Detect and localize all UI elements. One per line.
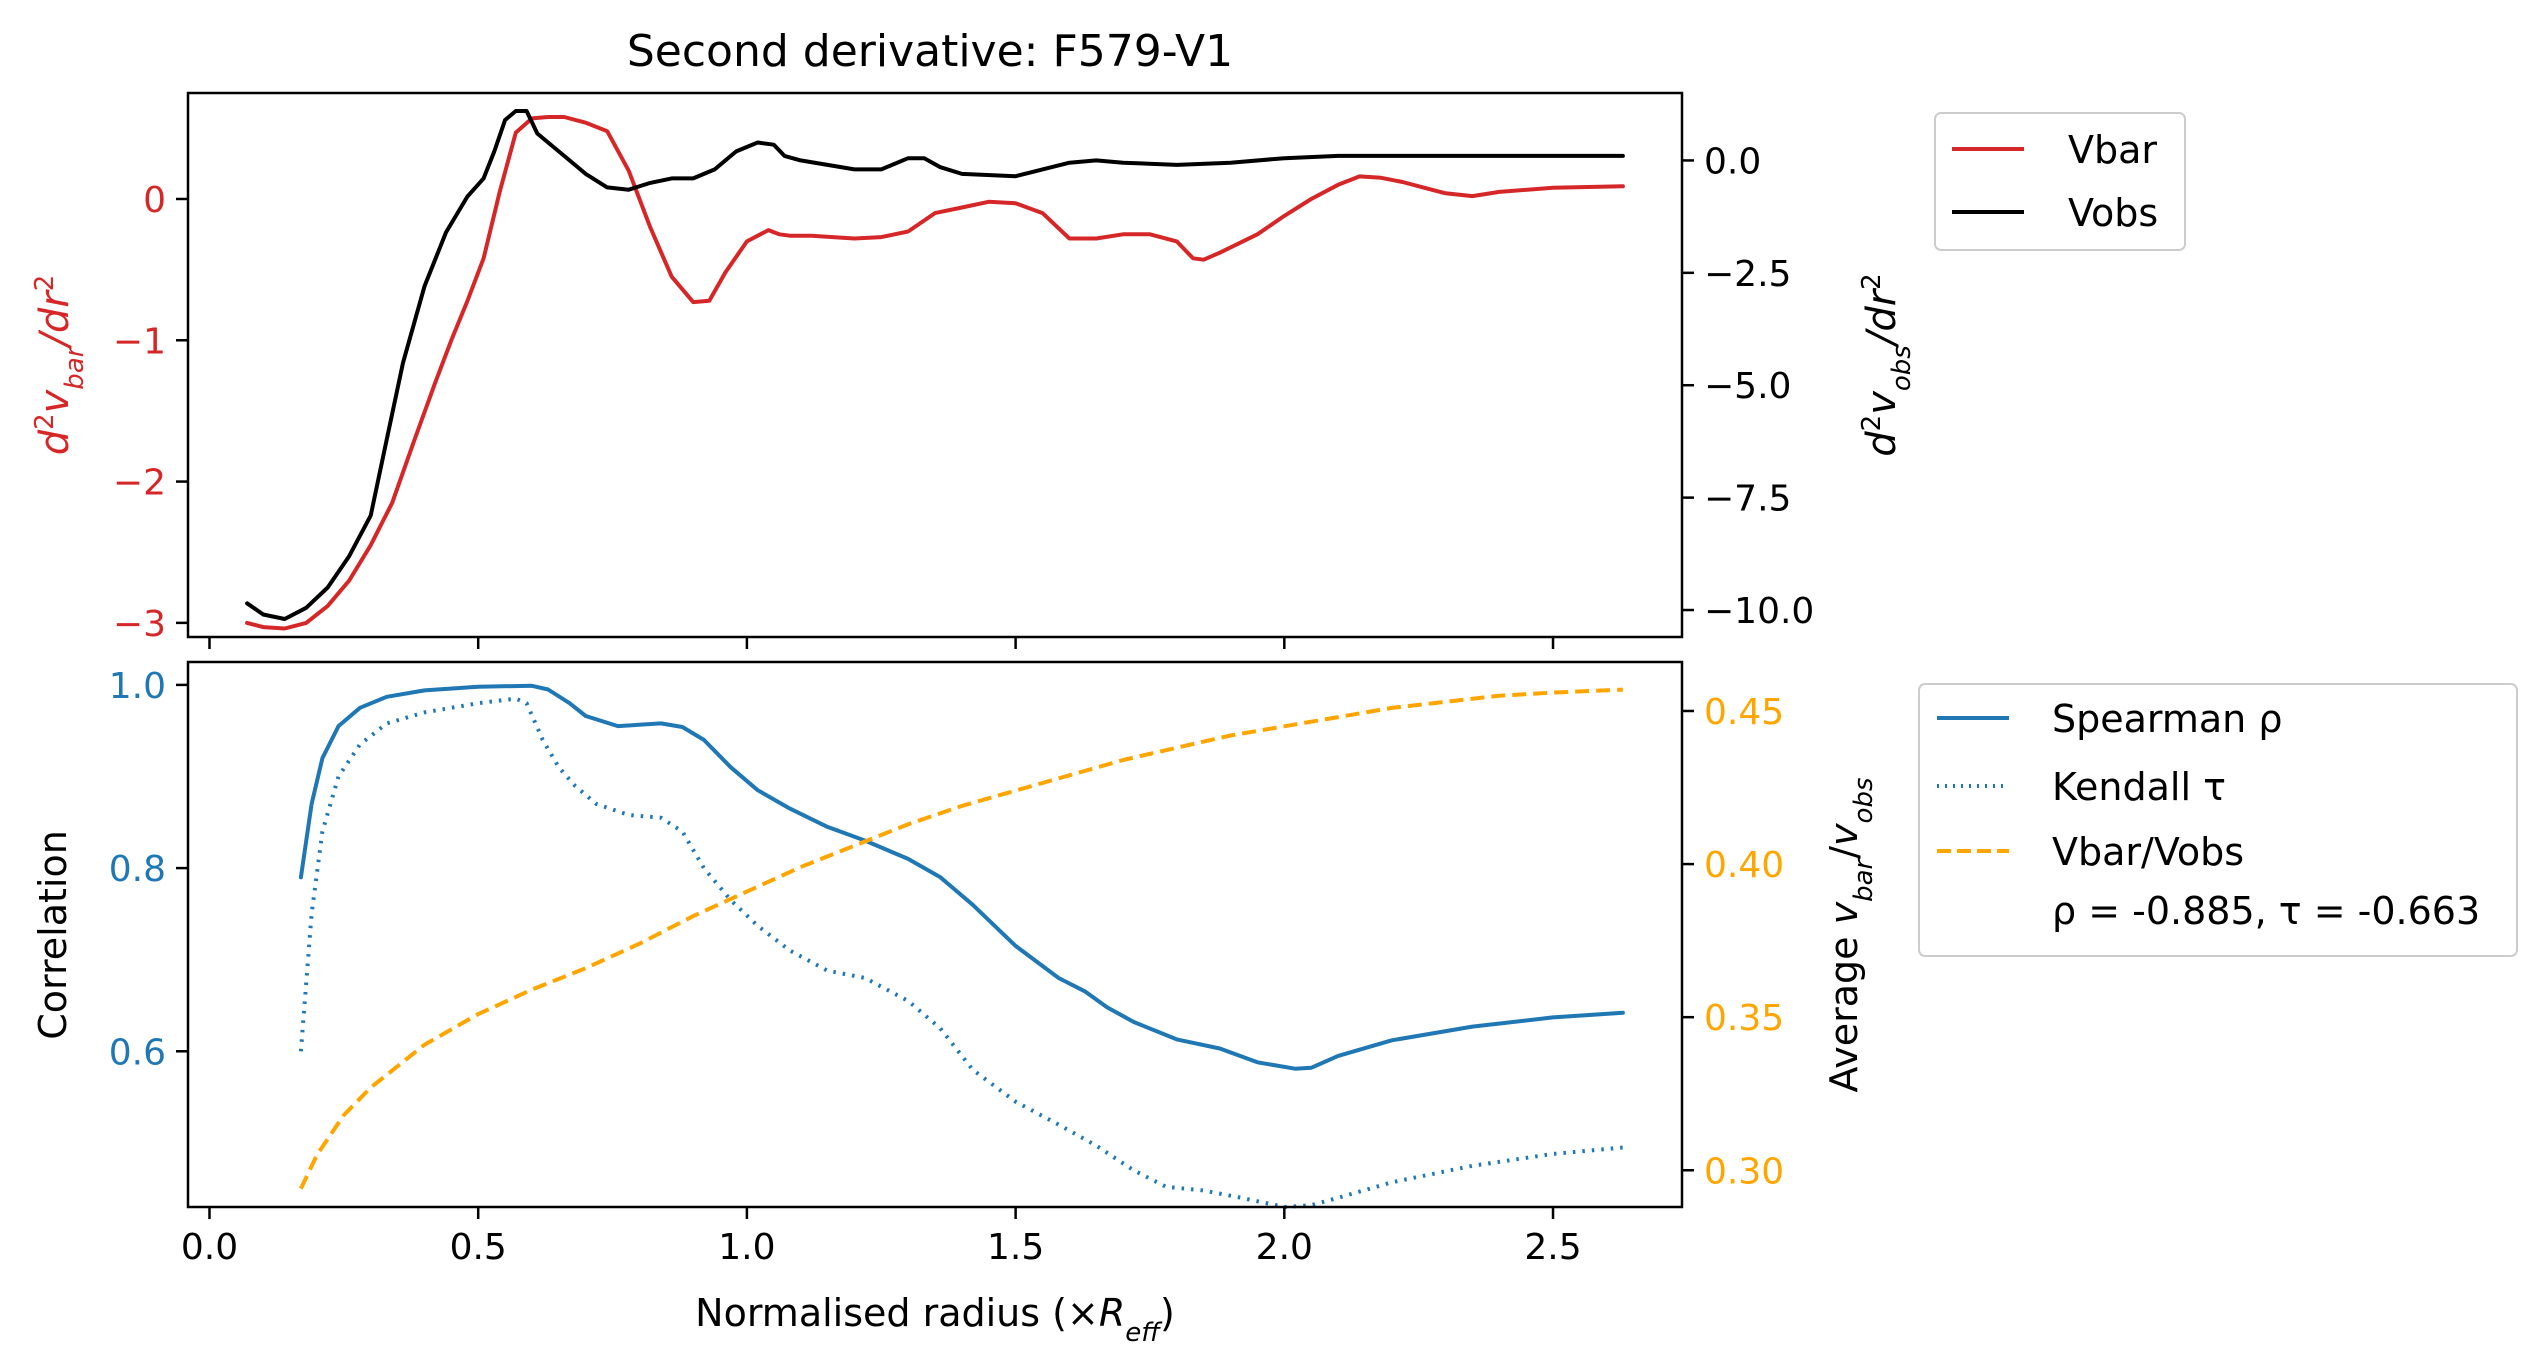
top-left-tick-label: −1 xyxy=(113,321,166,362)
bottom-series-spearman xyxy=(298,683,1625,1071)
x-tick-label: 0.0 xyxy=(181,1227,238,1268)
top-right-tick-label: −2.5 xyxy=(1704,254,1791,295)
top-left-tick-label: 0 xyxy=(143,180,166,221)
x-tick-label: 2.0 xyxy=(1256,1227,1313,1268)
bottom-axis-ticks: 1.0 0.8 0.6 0.45 0.40 0.35 0.30 0.0 0.5 1.0 1.5 2.0… xyxy=(109,666,1784,1268)
x-tick-label: 1.5 xyxy=(987,1227,1044,1268)
bottom-plot-lines xyxy=(298,683,1625,1209)
top-left-tick-label: −2 xyxy=(113,463,166,504)
legend-label-stats: ρ = -0.885, τ = -0.663 xyxy=(2052,889,2480,933)
bottom-right-tick-label: 0.45 xyxy=(1704,692,1784,733)
bottom-panel: 1.0 0.8 0.6 0.45 0.40 0.35 0.30 0.0 0.5 1.0 1.5 2.0… xyxy=(31,660,2518,1348)
top-right-tick-label: 0.0 xyxy=(1704,141,1761,182)
top-panel: Second derivative: F579-V1 0 −1 −2 −3 0.0 −2.… xyxy=(30,26,2186,649)
x-tick-label: 0.5 xyxy=(450,1227,507,1268)
bottom-left-tick-label: 1.0 xyxy=(109,666,166,707)
top-axis-ticks: 0 −1 −2 −3 0.0 −2.5 −5.0 −7.5 −10.0 xyxy=(113,141,1814,649)
bottom-legend: Spearman ρ Kendall τ Vbar/Vobs ρ = -0.88… xyxy=(1918,683,2518,957)
top-plot-frame xyxy=(186,91,1684,639)
bottom-left-tick-label: 0.6 xyxy=(109,1032,166,1073)
bottom-right-axis-label: Average vbar/vobs xyxy=(1822,777,1879,1092)
legend-label-kendall: Kendall τ xyxy=(2052,765,2226,809)
bottom-legend-box xyxy=(1918,683,2518,957)
bottom-plot-frame xyxy=(186,660,1684,1209)
bottom-left-tick-label: 0.8 xyxy=(109,849,166,890)
bottom-right-tick-label: 0.30 xyxy=(1704,1151,1784,1192)
legend-label-spearman: Spearman ρ xyxy=(2052,697,2282,741)
bottom-left-axis-label: Correlation xyxy=(31,830,75,1040)
top-left-axis-label: d2vbar/dr2 xyxy=(30,275,90,456)
top-series-vobs xyxy=(245,109,1625,621)
bottom-series-kendall xyxy=(298,696,1624,1209)
top-chart-title: Second derivative: F579-V1 xyxy=(627,26,1233,77)
bottom-right-tick-label: 0.40 xyxy=(1704,845,1784,886)
top-series-vbar xyxy=(245,115,1625,631)
top-legend: Vbar Vobs xyxy=(1934,112,2186,251)
top-right-axis-label: d2vobs/dr2 xyxy=(1857,273,1917,456)
top-left-tick-label: −3 xyxy=(113,604,166,645)
legend-label-vbar: Vbar xyxy=(2068,128,2157,172)
bottom-series-vbar-vobs xyxy=(299,687,1623,1190)
top-plot-lines xyxy=(245,109,1625,631)
x-axis-label: Normalised radius (×Reff) xyxy=(695,1291,1175,1348)
x-tick-label: 1.0 xyxy=(718,1227,775,1268)
top-right-tick-label: −7.5 xyxy=(1704,479,1791,520)
x-tick-label: 2.5 xyxy=(1524,1227,1581,1268)
top-right-tick-label: −10.0 xyxy=(1704,591,1814,632)
legend-label-vobs: Vobs xyxy=(2068,191,2158,235)
top-right-tick-label: −5.0 xyxy=(1704,366,1791,407)
bottom-right-tick-label: 0.35 xyxy=(1704,998,1784,1039)
legend-label-ratio: Vbar/Vobs xyxy=(2052,830,2244,874)
